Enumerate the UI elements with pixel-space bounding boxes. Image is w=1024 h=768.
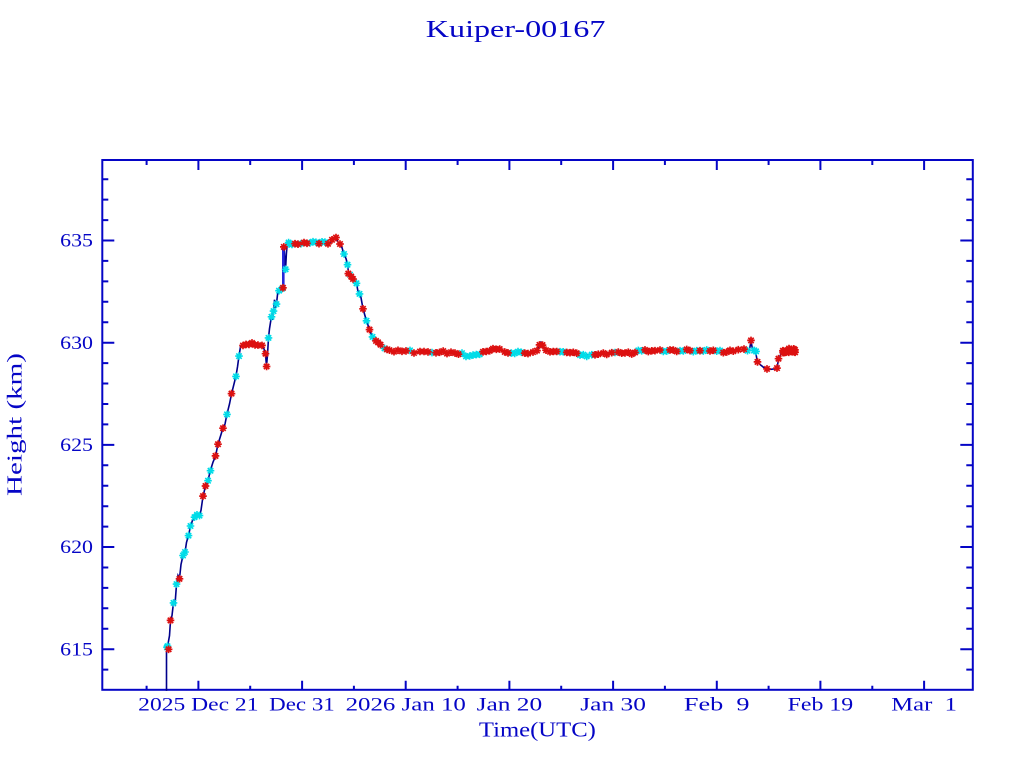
svg-text:Height (km): Height (km) [3, 353, 27, 496]
svg-text:615: 615 [60, 639, 93, 660]
svg-text:620: 620 [60, 537, 93, 558]
svg-text:2025 Dec 21: 2025 Dec 21 [138, 695, 258, 716]
svg-text:Mar 1: Mar 1 [891, 695, 957, 716]
svg-text:Time(UTC): Time(UTC) [479, 718, 596, 742]
svg-text:Jan 30: Jan 30 [580, 695, 646, 716]
svg-text:2026 Jan 10: 2026 Jan 10 [346, 695, 466, 716]
svg-text:Feb 19: Feb 19 [788, 695, 854, 716]
svg-text:630: 630 [60, 333, 93, 354]
svg-text:625: 625 [60, 435, 93, 456]
svg-text:Kuiper-00167: Kuiper-00167 [426, 16, 606, 43]
svg-text:Dec 31: Dec 31 [269, 695, 335, 716]
svg-text:635: 635 [60, 231, 93, 252]
svg-text:Feb 9: Feb 9 [684, 695, 750, 716]
svg-text:Jan 20: Jan 20 [477, 695, 543, 716]
